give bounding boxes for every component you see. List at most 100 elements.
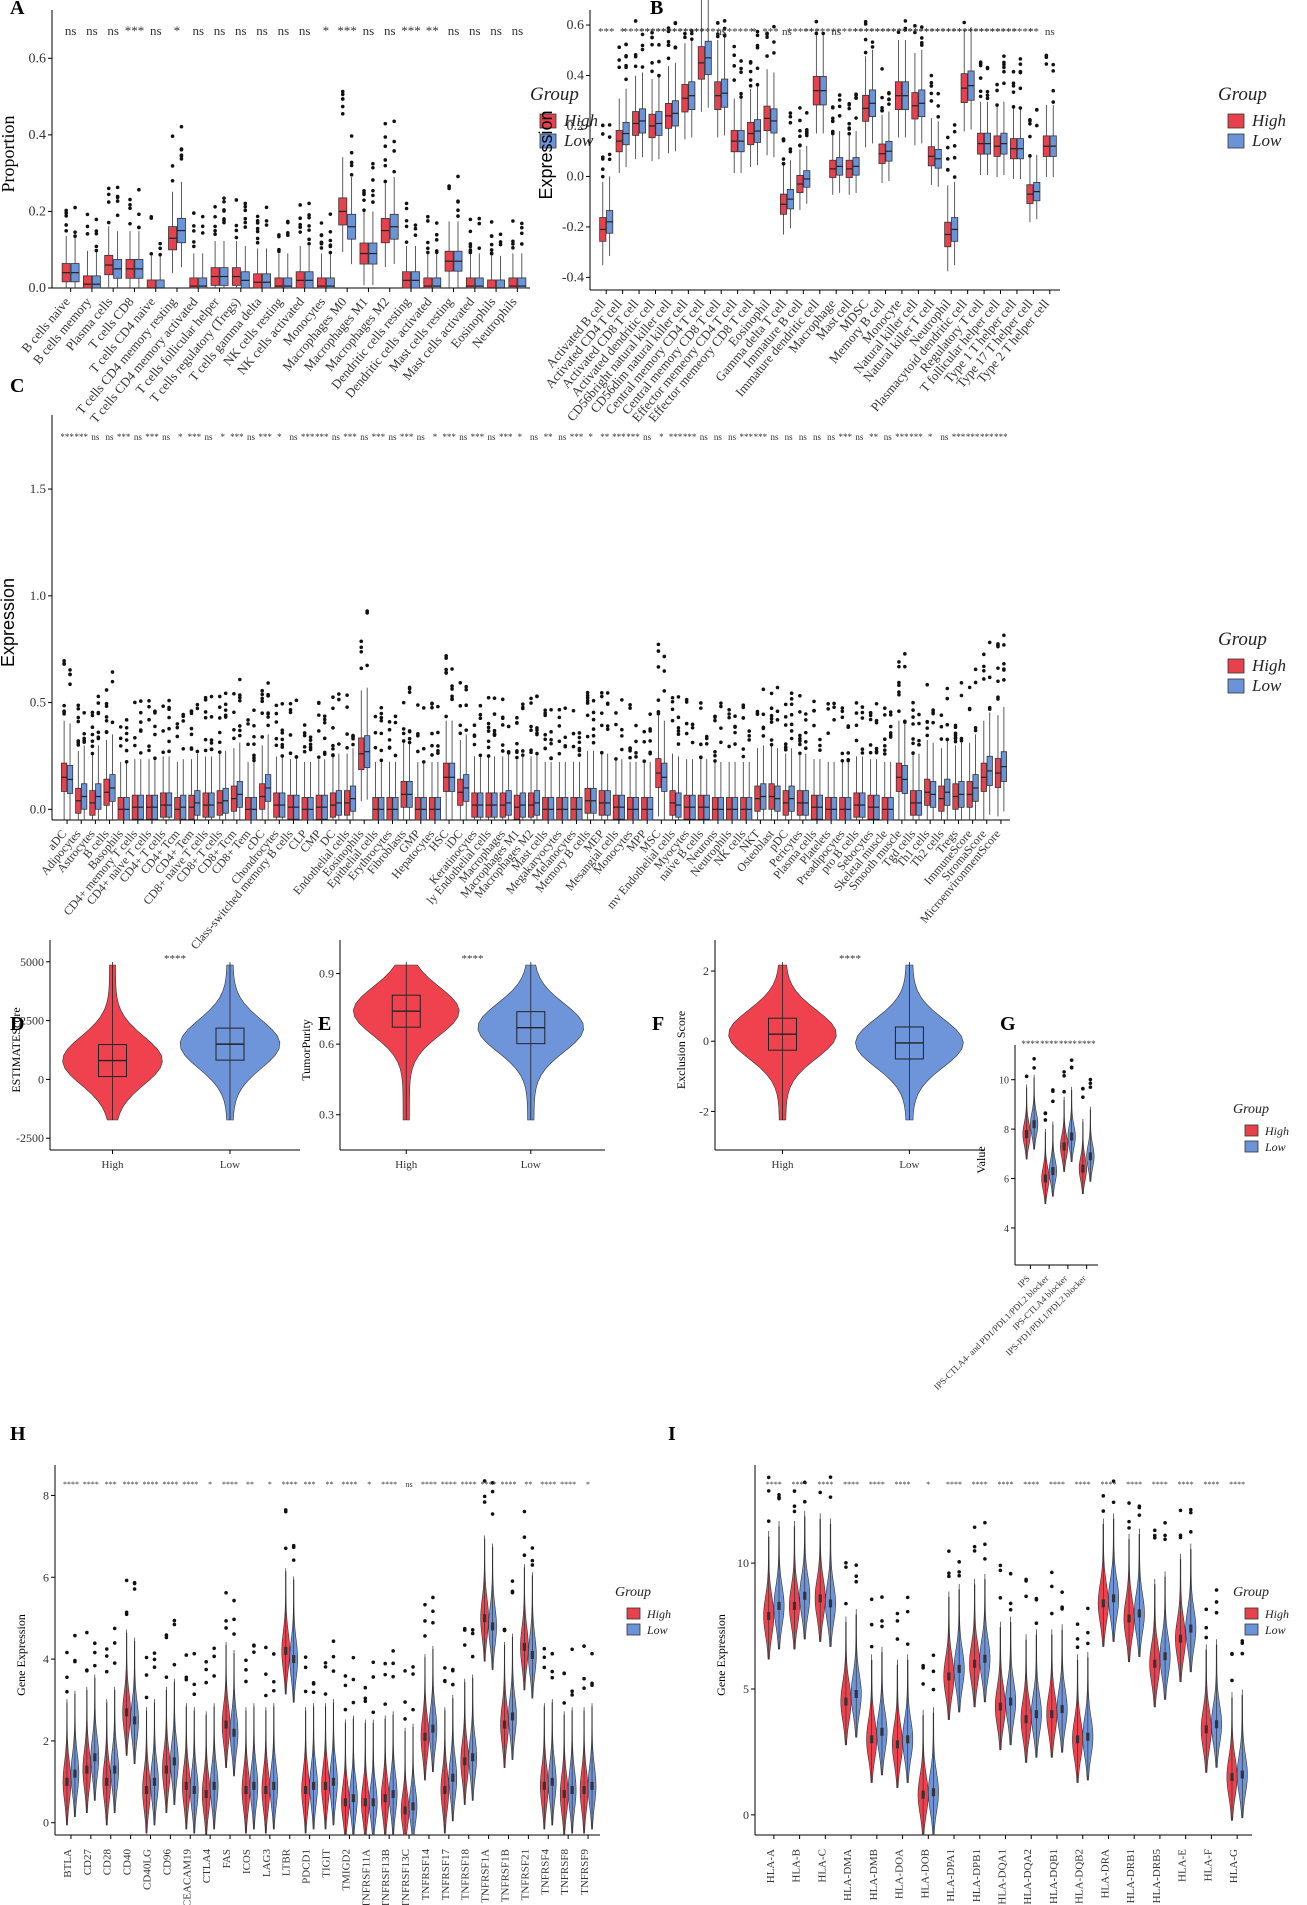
outlier-point	[967, 685, 972, 690]
significance-label: ns	[771, 432, 780, 442]
outlier-point	[351, 735, 355, 739]
outlier-point	[244, 1679, 248, 1684]
significance-label: *	[620, 26, 626, 38]
x-tick-label: CD96	[161, 1849, 173, 1876]
outlier-point	[741, 754, 746, 759]
outlier-point	[699, 701, 703, 705]
outlier-point	[903, 719, 907, 724]
outlier-point	[882, 748, 887, 753]
significance-label: ns	[299, 23, 311, 38]
outlier-point	[521, 702, 525, 706]
outlier-point	[213, 224, 217, 229]
outlier-point	[204, 1660, 208, 1664]
outlier-point	[840, 715, 845, 720]
outlier-point	[317, 701, 321, 706]
outlier-point	[243, 204, 248, 209]
outlier-point	[468, 217, 473, 222]
x-tick-label: HLA-DMB	[868, 1849, 880, 1900]
outlier-point	[599, 691, 604, 695]
outlier-point	[953, 723, 958, 728]
x-tick-label: TIGIT	[321, 1849, 333, 1878]
outlier-point	[489, 251, 494, 256]
outlier-point	[458, 731, 463, 736]
significance-label: ****	[501, 1480, 517, 1489]
outlier-point	[65, 1675, 69, 1680]
outlier-point	[783, 745, 788, 749]
outlier-point	[181, 714, 186, 719]
x-tick-label: High	[395, 1159, 418, 1171]
y-tick-label: 6	[43, 1570, 49, 1584]
outlier-point	[264, 223, 269, 227]
box	[371, 1798, 375, 1807]
outlier-point	[308, 742, 313, 747]
outlier-point	[998, 1596, 1003, 1600]
outlier-point	[500, 743, 505, 747]
legend-label: High	[1251, 111, 1286, 130]
outlier-point	[203, 695, 208, 700]
outlier-point	[704, 741, 709, 746]
outlier-point	[252, 753, 256, 758]
significance-label: *	[586, 1480, 590, 1489]
significance-label: ****	[123, 1480, 139, 1489]
outlier-point	[73, 1658, 77, 1663]
outlier-point	[303, 1665, 308, 1670]
significance-label: ****	[462, 953, 484, 965]
outlier-point	[94, 229, 99, 233]
outlier-point	[280, 702, 285, 706]
outlier-point	[407, 736, 412, 741]
outlier-point	[1024, 1594, 1028, 1599]
outlier-point	[90, 725, 95, 729]
outlier-point	[144, 1655, 149, 1660]
outlier-point	[383, 158, 388, 162]
x-tick-label: BTLA	[62, 1849, 74, 1878]
outlier-point	[911, 700, 915, 705]
outlier-point	[478, 716, 483, 721]
outlier-point	[769, 691, 774, 696]
significance-label: ***	[570, 432, 584, 442]
outlier-point	[826, 731, 830, 736]
outlier-point	[212, 1646, 216, 1651]
outlier-point	[803, 746, 808, 750]
outlier-point	[919, 25, 924, 29]
outlier-point	[656, 709, 661, 714]
outlier-point	[322, 714, 327, 719]
outlier-point	[826, 701, 830, 706]
outlier-point	[280, 737, 285, 742]
outlier-point	[383, 1672, 387, 1677]
outlier-point	[486, 745, 491, 750]
outlier-point	[1051, 1089, 1055, 1094]
significance-label: ns	[162, 432, 171, 442]
significance-label: ***	[598, 26, 615, 38]
outlier-point	[115, 213, 120, 218]
outlier-point	[549, 737, 553, 742]
legend-label: High	[1251, 656, 1286, 675]
significance-label: ******	[623, 26, 656, 38]
outlier-point	[462, 1626, 467, 1631]
outlier-point	[582, 1644, 586, 1648]
outlier-point	[860, 716, 865, 720]
outlier-point	[591, 740, 596, 745]
outlier-point	[436, 704, 440, 709]
box	[973, 1659, 977, 1668]
outlier-point	[392, 119, 396, 124]
outlier-point	[953, 736, 958, 740]
outlier-point	[656, 665, 661, 669]
outlier-point	[1002, 54, 1006, 58]
outlier-point	[732, 53, 737, 58]
significance-label: ******	[951, 26, 984, 38]
outlier-point	[676, 695, 681, 699]
x-tick-label: HLA-E	[1177, 1849, 1189, 1882]
significance-label: **	[326, 1480, 334, 1489]
outlier-point	[978, 76, 983, 80]
outlier-point	[403, 1717, 407, 1721]
outlier-point	[515, 755, 519, 760]
outlier-point	[1230, 1651, 1234, 1656]
x-tick-label: TNFRSF13B	[380, 1849, 392, 1905]
outlier-point	[486, 729, 491, 733]
outlier-point	[860, 705, 865, 709]
box	[1178, 1634, 1183, 1643]
outlier-point	[535, 732, 539, 737]
outlier-point	[550, 1669, 555, 1674]
outlier-point	[599, 723, 604, 728]
